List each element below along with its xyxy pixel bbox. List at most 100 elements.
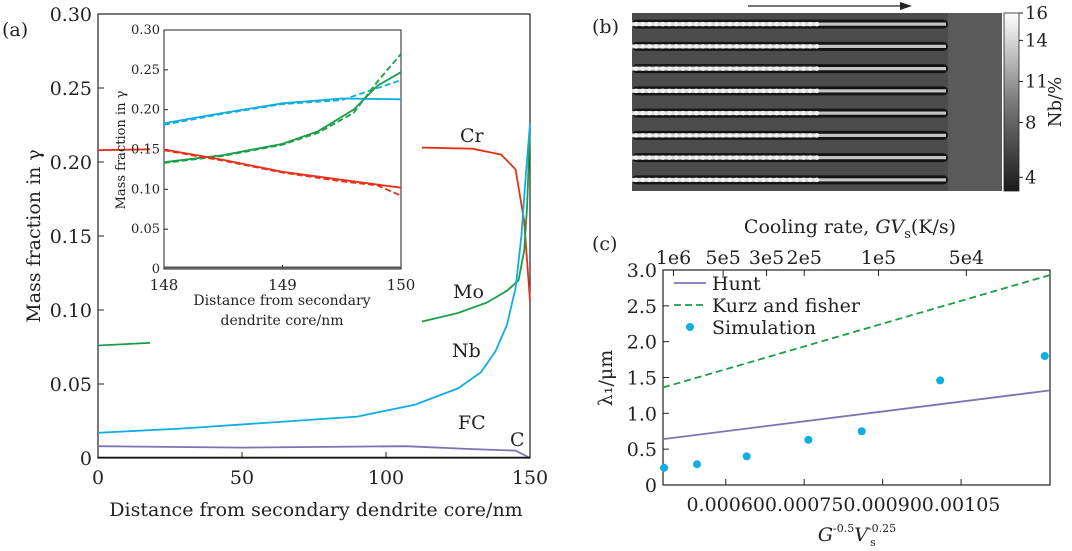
simulation-point [1040,352,1049,360]
precipitate-dot [781,21,786,27]
precipitate-dot [680,88,686,94]
precipitate-dot [673,133,679,138]
a-ytick-label: 0.25 [50,78,92,100]
c-ytick-label: 0 [645,475,657,497]
precipitate-dot [801,44,806,49]
precipitate-dot [754,66,759,71]
series-label-fc: FC [458,412,486,434]
precipitate-dot [747,110,753,116]
precipitate-dot [707,133,712,138]
precipitate-dot [653,133,659,138]
precipitate-dot [660,66,666,71]
panel-c-y-ticks: 0 0.5 1.0 1.5 2.0 2.5 3.0 [627,260,669,497]
panel-b-label: (b) [592,16,619,38]
simulation-point [660,463,669,472]
precipitate-dot [687,44,692,49]
top-label-prefix: Cooling rate, [744,216,875,238]
precipitate-dot [694,177,699,183]
precipitate-dot [700,44,706,49]
inset-ytick-label: 0.30 [131,23,160,38]
precipitate-dot [653,155,659,160]
a-ytick-label: 0 [80,448,92,470]
precipitate-dot [787,155,793,160]
precipitate-dot [640,133,645,138]
precipitate-dot [653,44,659,49]
precipitate-dot [700,177,706,183]
a-xtick-label: 0 [92,467,104,489]
precipitate-dot [714,21,719,27]
panel-c-x-ticks: 0.00060 0.00075 0.00090 0.00105 [686,479,1000,516]
precipitate-dot [660,44,666,49]
inset-series-dashed [163,149,402,197]
precipitate-dot [633,66,639,71]
precipitate-dot [807,155,813,160]
top-label-v: V [891,216,907,238]
inset-y-axis-label: Mass fraction in γ [114,90,129,209]
precipitate-dot [653,21,659,27]
precipitate-dot [801,177,806,183]
precipitate-dot [727,88,733,94]
inset-series-dashed [163,79,402,126]
precipitate-dot [761,110,766,116]
series-line-kurz-and-fisher [662,274,1051,389]
a-xtick-label: 50 [230,467,254,489]
inset-background [150,18,422,344]
precipitate-dot [640,177,645,183]
precipitate-dot [714,133,719,138]
precipitate-dot [673,66,679,71]
xlabel-g: G [818,524,833,546]
precipitate-dot [781,155,786,160]
precipitate-dot [747,133,753,138]
precipitate-dot [667,177,672,183]
precipitate-dot [667,88,672,94]
precipitate-dot [694,155,699,160]
a-ytick-label: 0.30 [50,4,92,26]
precipitate-dot [787,88,793,94]
simulation-point [936,376,945,385]
precipitate-dot [667,133,672,138]
precipitate-dot [781,44,786,49]
precipitate-dot [667,155,672,160]
precipitate-dot [807,88,813,94]
precipitate-dot [814,133,820,138]
precipitate-dot [673,21,679,27]
simulation-point [804,435,813,444]
precipitate-dot [660,177,666,183]
precipitate-dot [774,21,779,27]
c-xtick-label: 0.00105 [922,494,1001,516]
precipitate-dot [794,177,800,183]
precipitate-dot [640,66,645,71]
precipitate-dot [807,21,813,27]
precipitate-dot [794,133,800,138]
inset-ytick-label: 0.25 [131,63,160,78]
precipitate-dot [660,21,666,27]
precipitate-dot [633,88,639,94]
panel-c-series [660,274,1051,472]
precipitate-dot [694,66,699,71]
precipitate-dot [781,66,786,71]
precipitate-dot [714,88,719,94]
precipitate-dot [747,177,753,183]
precipitate-dot [761,66,766,71]
precipitate-dot [814,110,820,116]
precipitate-dot [740,177,746,183]
series-label-c: C [510,429,525,451]
precipitate-dot [680,110,686,116]
c-ytick-label: 0.5 [627,439,657,461]
a-ytick-label: 0.15 [50,226,92,248]
precipitate-dot [754,133,759,138]
inset-ytick-label: 0.20 [131,103,160,118]
precipitate-dot [767,177,773,183]
precipitate-dot [687,133,692,138]
precipitate-dot [687,21,692,27]
c-ytick-label: 2.0 [627,332,657,354]
panel-a-y-axis-label: Mass fraction in γ [23,149,45,323]
precipitate-dot [801,155,806,160]
precipitate-dot [740,88,746,94]
precipitate-dot [727,44,733,49]
precipitate-dot [807,66,813,71]
precipitate-dot [767,133,773,138]
precipitate-dot [794,66,800,71]
inset-ytick-label: 0 [152,262,160,277]
